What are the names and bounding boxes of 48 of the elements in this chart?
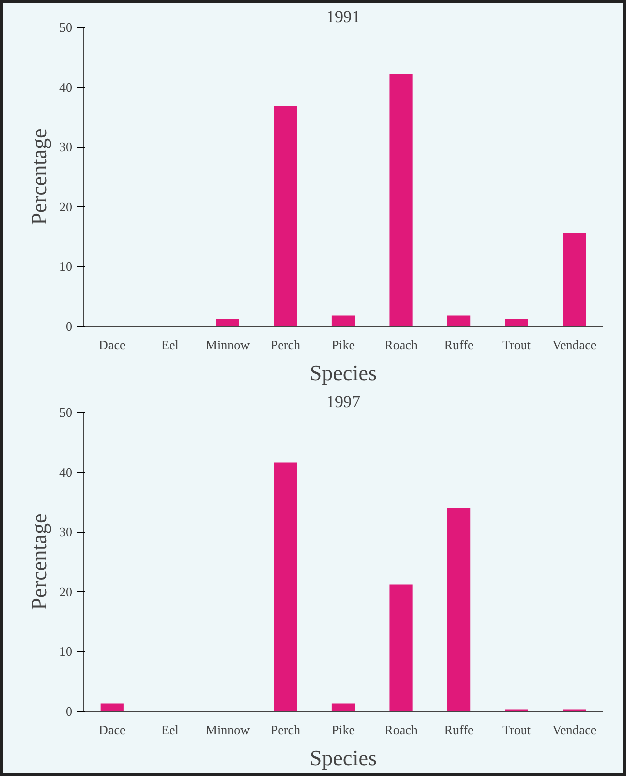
bar (505, 319, 528, 326)
y-tick-label: 30 (60, 524, 72, 540)
x-tick-label: Eel (162, 338, 180, 352)
chart-title: 1997 (326, 392, 361, 412)
chart-title: 1991 (326, 8, 360, 26)
y-tick-label: 40 (60, 80, 72, 95)
x-tick-label: Trout (502, 722, 532, 738)
y-tick-label: 40 (60, 464, 72, 480)
bar (332, 316, 356, 326)
bar (390, 584, 413, 712)
bar (390, 74, 413, 326)
x-tick-label: Minnow (206, 338, 251, 352)
x-tick-label: Ruffe (444, 722, 474, 738)
bar (274, 462, 298, 712)
x-tick-label: Trout (502, 338, 532, 352)
x-tick-label: Perch (270, 338, 302, 352)
x-tick-label: Pike (332, 722, 356, 738)
bar (100, 704, 124, 712)
y-tick-label: 0 (66, 704, 72, 719)
x-tick-label: Pike (332, 338, 356, 352)
y-tick-label: 10 (60, 644, 72, 660)
y-tick-label: 50 (60, 20, 72, 35)
x-axis-title: Species (310, 746, 378, 770)
y-tick-label: 20 (60, 584, 72, 600)
y-axis-title: Percentage (26, 514, 52, 610)
bar (274, 106, 298, 326)
y-tick-label: 0 (66, 319, 72, 334)
bar (448, 316, 471, 326)
x-tick-label: Perch (270, 722, 302, 738)
bar (563, 233, 586, 326)
bar (216, 319, 240, 326)
x-tick-label: Roach (384, 722, 418, 738)
y-tick-label: 20 (60, 199, 72, 214)
x-tick-label: Dace (99, 338, 126, 352)
y-tick-label: 10 (60, 259, 72, 274)
bar (448, 508, 471, 712)
x-tick-label: Minnow (206, 722, 251, 738)
x-tick-label: Vendace (552, 722, 597, 738)
bar (332, 704, 356, 712)
x-tick-label: Ruffe (444, 338, 474, 352)
x-tick-label: Roach (384, 338, 418, 352)
x-tick-label: Dace (99, 722, 126, 738)
x-axis-title: Species (310, 360, 378, 386)
y-tick-label: 50 (60, 405, 72, 420)
y-axis-title: Percentage (26, 128, 52, 226)
x-tick-label: Vendace (552, 338, 597, 352)
x-tick-label: Eel (162, 722, 180, 738)
y-tick-label: 30 (60, 140, 72, 155)
